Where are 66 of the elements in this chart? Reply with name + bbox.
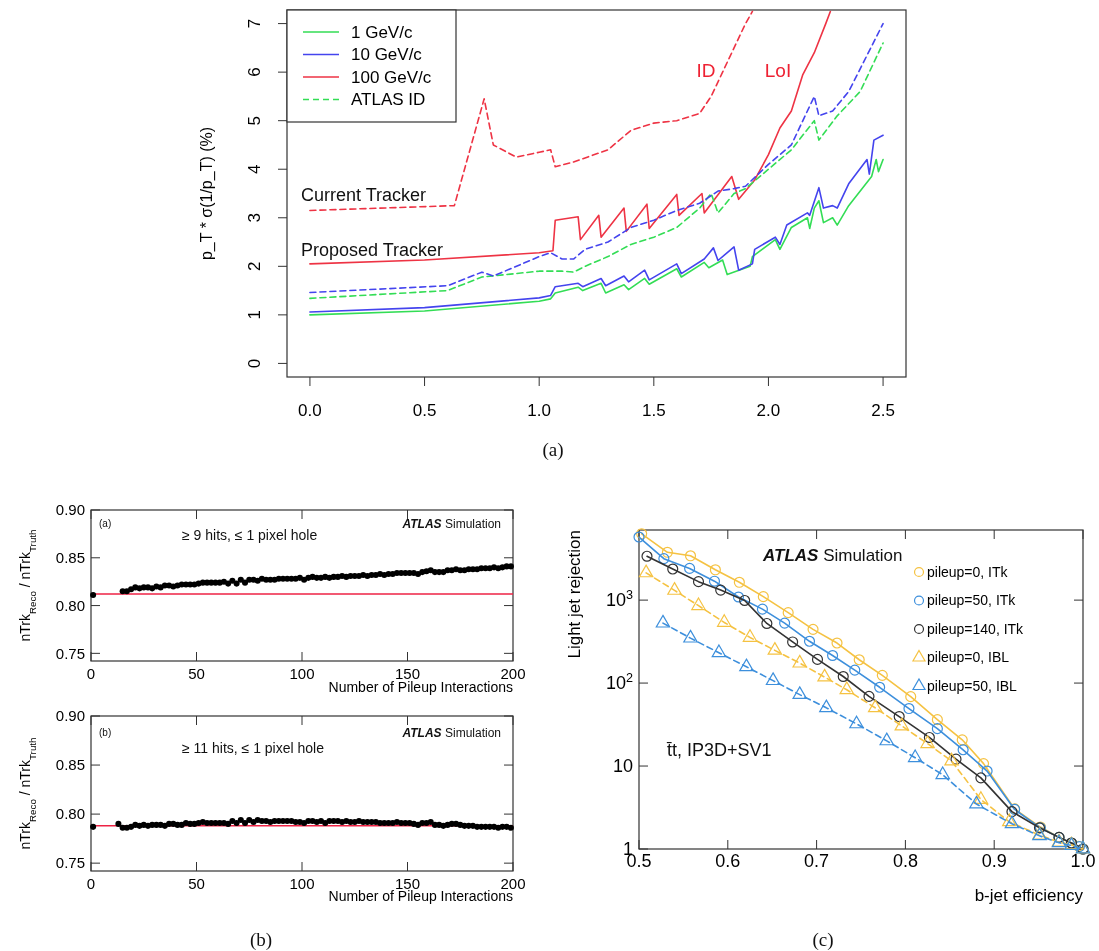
- legend-label: pileup=0, ITk: [927, 563, 1009, 580]
- x-tick-label: 0.8: [892, 851, 918, 871]
- x-tick-label: 1.0: [527, 401, 552, 420]
- x-tick-label: 1.5: [641, 401, 666, 420]
- x-axis-title: Number of Pileup Interactions: [328, 679, 513, 695]
- annotation: ATLAS Simulation: [401, 726, 501, 740]
- y-tick-label: 0.90: [55, 501, 85, 519]
- y-tick-label: 1: [245, 310, 264, 320]
- x-tick-label: 0: [86, 665, 96, 682]
- text: (a): [542, 439, 564, 461]
- legend-label: pileup=0, IBL: [927, 649, 1010, 666]
- y-tick-label: 0.85: [55, 756, 85, 774]
- y-tick-label: 0.85: [55, 549, 85, 567]
- x-tick-label: 50: [188, 875, 205, 892]
- x-tick-label: 200: [500, 665, 526, 682]
- y-tick-label: 0.75: [55, 854, 85, 872]
- x-tick-label: 50: [188, 665, 205, 682]
- legend-label: 1 GeV/c: [351, 22, 413, 42]
- x-tick-label: 100: [289, 665, 315, 682]
- x-tick-label: 0: [86, 875, 96, 892]
- y-tick-label: 4: [245, 164, 264, 174]
- annotation: ID: [696, 60, 716, 81]
- x-tick-label: 0.9: [981, 851, 1007, 871]
- y-tick-label: 0: [245, 358, 264, 369]
- x-tick-label: 2.0: [756, 401, 781, 420]
- legend-label: pileup=50, ITk: [927, 592, 1017, 609]
- y-tick-label: 10$^{3}$: [605, 588, 633, 611]
- x-tick-label: 150: [394, 665, 421, 682]
- y-tick-label: 0.75: [55, 644, 85, 662]
- y-tick-label: 2: [245, 261, 264, 272]
- annotation: (a): [99, 518, 112, 529]
- legend-label: pileup=50, IBL: [927, 677, 1018, 694]
- x-tick-label: 100: [289, 875, 315, 892]
- y-tick-label: 10$^{2}$: [605, 671, 633, 694]
- annotation: LoI: [764, 60, 792, 81]
- annotation: Proposed Tracker: [301, 240, 444, 260]
- x-tick-label: 0.0: [298, 401, 322, 420]
- annotation: Current Tracker: [301, 185, 427, 205]
- legend-label: 10 GeV/c: [351, 45, 423, 65]
- text: (b): [249, 929, 273, 951]
- annotation: ≥ 9 hits, ≤ 1 pixel hole: [182, 527, 318, 543]
- annotation: (b): [99, 727, 112, 738]
- y-axis-title: Light jet rejection: [565, 530, 584, 659]
- x-tick-label: 0.7: [804, 851, 830, 871]
- y-tick-label: 0.90: [55, 707, 85, 725]
- x-tick-label: 2.5: [871, 401, 895, 420]
- legend-label: ATLAS ID: [351, 90, 426, 110]
- annotation: ATLAS Simulation: [762, 546, 903, 565]
- y-tick-label: 0.80: [55, 596, 85, 614]
- y-tick-label: 10: [612, 756, 633, 777]
- y-tick-label: 3: [245, 213, 264, 223]
- legend-label: pileup=140, ITk: [927, 620, 1025, 637]
- x-tick-label: 1.0: [1070, 851, 1096, 871]
- y-tick-label: 7: [245, 18, 264, 29]
- x-axis-title: b-jet efficiency: [974, 886, 1084, 905]
- annotation: ≥ 11 hits, ≤ 1 pixel hole: [182, 740, 325, 756]
- text: (c): [812, 929, 834, 951]
- legend-label: 100 GeV/c: [351, 67, 432, 87]
- x-tick-label: 0.5: [412, 401, 437, 420]
- y-axis-title: p_T * σ(1/p_T) (%): [198, 126, 216, 261]
- x-tick-label: 0.6: [715, 851, 741, 871]
- y-tick-label: 0.80: [55, 805, 85, 823]
- annotation: t̄t, IP3D+SV1: [666, 740, 772, 760]
- y-tick-label: 5: [245, 115, 264, 126]
- annotation: ATLAS Simulation: [401, 517, 501, 531]
- y-tick-label: 6: [245, 67, 264, 77]
